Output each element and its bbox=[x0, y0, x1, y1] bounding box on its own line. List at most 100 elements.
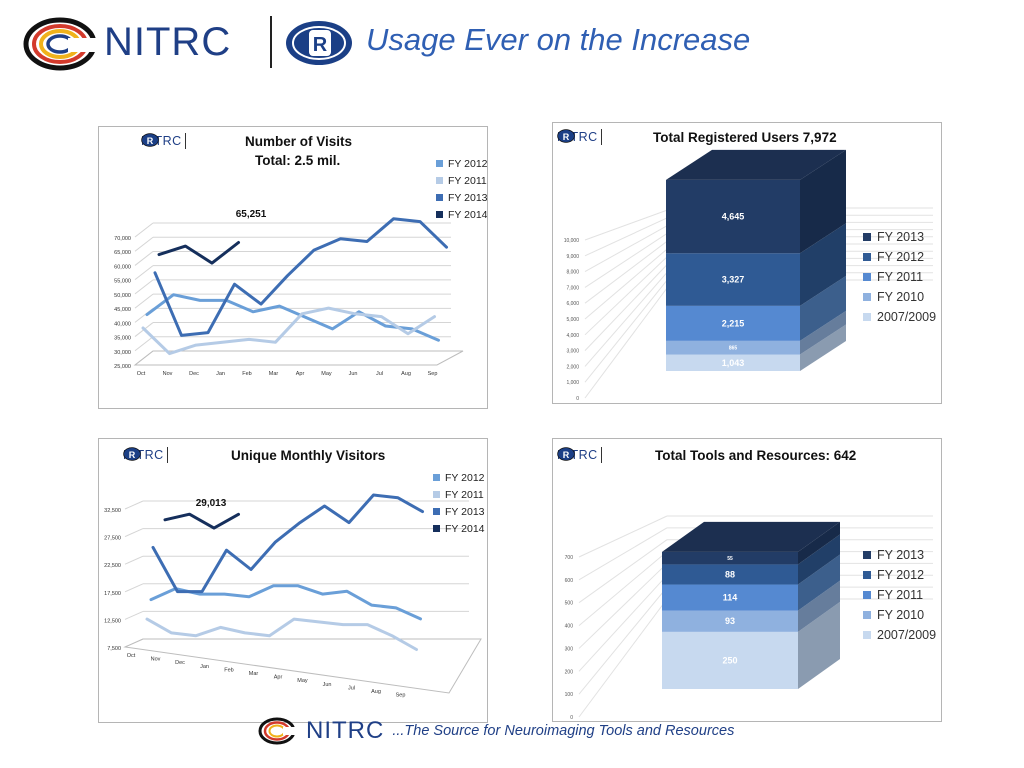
series-line-fy-2012 bbox=[145, 293, 440, 342]
legend-item: FY 2011 bbox=[863, 267, 936, 287]
y-tick-label: 30,000 bbox=[114, 350, 131, 356]
x-tick-label: Dec bbox=[189, 371, 199, 377]
y-tick-label: 17,500 bbox=[104, 591, 121, 597]
data-label: 250 bbox=[722, 655, 737, 665]
y-tick-label: 7,000 bbox=[566, 285, 579, 291]
bar-side-segment bbox=[798, 554, 840, 611]
y-tick-label: 50,000 bbox=[114, 293, 131, 299]
chart-floor bbox=[133, 350, 464, 366]
series-line-fy-2011 bbox=[145, 617, 418, 651]
legend-item: FY 2010 bbox=[863, 287, 936, 307]
tools-chart-panel: 0 100 200 300 400 500 600 700 250 93 114 88 55 NITRC… bbox=[552, 438, 942, 722]
y-tick-label: 27,500 bbox=[104, 536, 121, 542]
x-tick-label: Feb bbox=[224, 667, 233, 673]
bar-top-face bbox=[666, 149, 846, 180]
legend-item: FY 2011 bbox=[436, 172, 487, 189]
y-tick-label: 2,000 bbox=[566, 364, 579, 370]
nitrc-logo-icon bbox=[23, 17, 98, 71]
y-tick-label: 45,000 bbox=[114, 307, 131, 313]
x-tick-label: May bbox=[321, 371, 332, 377]
gridline-edge bbox=[124, 500, 144, 510]
series-line-fy-2014 bbox=[157, 241, 240, 265]
tools-chart-title: Total Tools and Resources: 642 bbox=[655, 448, 857, 463]
x-tick-label: Oct bbox=[127, 653, 136, 659]
bar-segment-fy-2012 bbox=[666, 253, 800, 306]
nitrc-logo-icon bbox=[258, 717, 298, 745]
gridline bbox=[584, 272, 674, 383]
y-tick-label: 4,000 bbox=[566, 333, 579, 339]
x-tick-label: Aug bbox=[371, 689, 381, 695]
series-line-fy-2013 bbox=[151, 493, 424, 594]
y-tick-label: 35,000 bbox=[114, 336, 131, 342]
x-tick-label: Jul bbox=[376, 371, 383, 377]
r-mini-icon: R bbox=[124, 448, 140, 460]
gridline bbox=[584, 221, 674, 273]
visitors-chart-logo: NITRC R bbox=[123, 447, 168, 463]
y-tick-label: 0 bbox=[570, 715, 573, 721]
y-tick-label: 8,000 bbox=[566, 270, 579, 276]
y-tick-label: 10,000 bbox=[564, 238, 580, 244]
gridline-edge bbox=[124, 583, 144, 593]
visitors-chart: 7,500 12,500 17,500 22,500 27,500 32,500 Oct No… bbox=[104, 493, 482, 699]
users-chart-logo: NITRC R bbox=[557, 129, 602, 145]
tools-chart-logo: NITRC R bbox=[557, 447, 602, 463]
bar-side-segment bbox=[798, 601, 840, 689]
x-tick-label: Mar bbox=[249, 671, 259, 677]
y-tick-label: 1,000 bbox=[566, 380, 579, 386]
gridline bbox=[584, 214, 674, 257]
y-tick-label: 600 bbox=[565, 578, 574, 584]
legend-item: FY 2013 bbox=[436, 189, 487, 206]
gridline bbox=[578, 551, 668, 626]
bar-side-segment bbox=[798, 580, 840, 632]
x-tick-label: Aug bbox=[401, 371, 411, 377]
y-tick-label: 65,000 bbox=[114, 250, 131, 256]
y-tick-label: 9,000 bbox=[566, 254, 579, 260]
gridline-edge bbox=[124, 610, 144, 620]
footer-brand: NITRC bbox=[306, 717, 385, 744]
bar-segment-2007-2009 bbox=[662, 631, 798, 689]
peak-annotation: 65,251 bbox=[236, 209, 267, 220]
y-tick-label: 55,000 bbox=[114, 279, 131, 285]
bar-segment-fy-2013 bbox=[662, 551, 798, 565]
data-label: 865 bbox=[729, 345, 738, 351]
legend-item: 2007/2009 bbox=[863, 625, 936, 645]
x-tick-label: Apr bbox=[296, 371, 305, 377]
svg-text:R: R bbox=[129, 450, 136, 460]
visitors-chart-title: Unique Monthly Visitors bbox=[231, 448, 386, 463]
y-tick-label: 5,000 bbox=[566, 317, 579, 323]
legend-item: FY 2010 bbox=[863, 605, 936, 625]
visits-chart-legend: FY 2012 FY 2011 FY 2013 FY 2014 bbox=[436, 155, 487, 223]
gridline-edge bbox=[134, 336, 154, 352]
users-chart-legend: FY 2013 FY 2012 FY 2011 FY 2010 2007/200… bbox=[863, 227, 936, 327]
x-tick-label: Sep bbox=[396, 693, 406, 699]
y-tick-label: 6,000 bbox=[566, 301, 579, 307]
y-tick-label: 22,500 bbox=[104, 563, 121, 569]
legend-item: FY 2013 bbox=[433, 503, 485, 520]
y-tick-label: 25,000 bbox=[114, 364, 131, 370]
gridline-edge bbox=[134, 265, 154, 281]
data-label: 93 bbox=[725, 616, 735, 626]
gridline bbox=[578, 539, 668, 604]
bar-side-segment bbox=[800, 223, 846, 306]
y-tick-label: 300 bbox=[565, 646, 574, 652]
y-tick-label: 70,000 bbox=[114, 236, 131, 242]
x-tick-label: May bbox=[297, 678, 308, 684]
x-tick-label: Jun bbox=[349, 371, 358, 377]
svg-text:R: R bbox=[313, 34, 328, 56]
page-title: Usage Ever on the Increase bbox=[366, 22, 751, 57]
bar-side-segment bbox=[800, 310, 846, 355]
x-tick-label: Feb bbox=[242, 371, 251, 377]
series-line-fy-2013 bbox=[153, 217, 448, 337]
y-tick-label: 500 bbox=[565, 601, 574, 607]
bar-top-face bbox=[662, 521, 840, 552]
r-mini-icon: R bbox=[142, 134, 158, 146]
footer: NITRC ...The Source for Neuroimaging Too… bbox=[258, 716, 734, 746]
data-label: 4,645 bbox=[722, 212, 745, 222]
legend-item: FY 2011 bbox=[433, 486, 485, 503]
gridline bbox=[584, 236, 674, 304]
y-tick-label: 0 bbox=[576, 396, 579, 402]
tools-chart-legend: FY 2013 FY 2012 FY 2011 FY 2010 2007/200… bbox=[863, 545, 936, 645]
series-line-fy-2011 bbox=[141, 306, 436, 356]
data-label: 88 bbox=[725, 569, 735, 579]
legend-item: FY 2014 bbox=[433, 520, 485, 537]
